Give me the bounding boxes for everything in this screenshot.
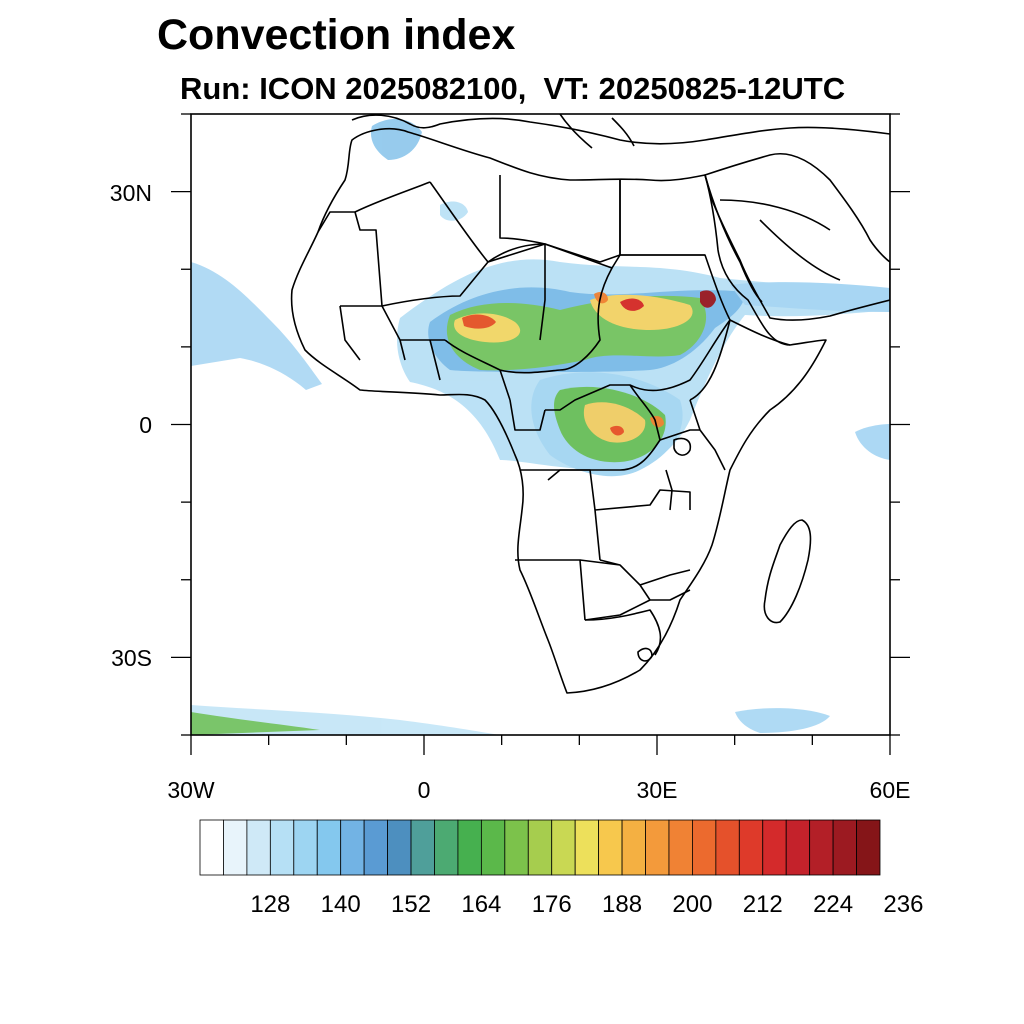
itcz-atlantic-band (191, 262, 322, 390)
arabia-band (730, 282, 890, 312)
lake-tanganyika (665, 469, 673, 511)
greece-coastline (611, 117, 635, 147)
map-subtitle: Run: ICON 2025082100, VT: 20250825-12UTC (180, 71, 846, 106)
colorbar-swatch (598, 819, 623, 876)
colorbar-swatch (457, 819, 482, 876)
colorbar-swatch (715, 819, 740, 876)
lat-label-0: 0 (139, 412, 152, 438)
colorbar-swatch (762, 819, 787, 876)
central-africa-yellow (583, 402, 646, 443)
border-egypt-sudan (619, 180, 705, 256)
sahara-patch (440, 201, 468, 221)
border-angola-drc (520, 469, 691, 561)
border-south-africa (584, 609, 662, 656)
border-west-africa (339, 305, 445, 381)
lon-label-30w: 30W (167, 777, 215, 803)
italy-coastline (559, 114, 593, 149)
colorbar-swatch (293, 819, 318, 876)
southern-ocean-band-east (735, 708, 830, 733)
border-mauritania (317, 211, 383, 307)
colorbar-tick-label: 224 (813, 891, 853, 918)
lon-label-30e: 30E (637, 777, 678, 803)
arabia-coastline (704, 153, 890, 321)
colorbar-swatch (480, 819, 506, 876)
country-borders (290, 114, 890, 694)
hotspot-sahel-west (462, 314, 496, 329)
colorbar-tick-label: 188 (602, 891, 642, 918)
hotspot-ethiopia (700, 290, 716, 308)
colorbar-swatch (504, 819, 529, 876)
border-arabia (719, 199, 841, 281)
colorbar-swatch (269, 819, 295, 876)
lake-victoria (673, 437, 692, 456)
colorbar-swatch (527, 819, 553, 876)
colorbar-swatch (246, 819, 271, 876)
border-southern (515, 559, 691, 621)
colorbar-swatch (410, 819, 435, 876)
colorbar-swatch (363, 819, 388, 876)
colorbar-tick-label: 140 (321, 891, 361, 918)
border-east-africa (659, 399, 726, 471)
colorbar-swatch (809, 819, 834, 876)
colorbar-swatch (223, 819, 248, 876)
lesotho (637, 647, 653, 662)
border-chad (544, 243, 613, 371)
colorbar-swatch (645, 819, 670, 876)
colorbar-swatch (668, 819, 693, 876)
colorbar-swatch (832, 819, 857, 876)
lat-label-30s: 30S (111, 645, 152, 671)
colorbar-swatch (434, 819, 459, 876)
colorbar-tick-label: 200 (672, 891, 712, 918)
lat-axis-labels: 30N 0 30S (110, 180, 152, 671)
colorbar-swatch (574, 819, 600, 876)
colorbar-tick-label: 176 (532, 891, 572, 918)
colorbar-tick-label: 236 (883, 891, 923, 918)
colorbar-swatch (692, 819, 717, 876)
border-morocco-algeria (354, 181, 431, 213)
europe-coastline (351, 114, 890, 145)
indian-ocean-patch (855, 424, 890, 460)
border-central-africa (509, 384, 661, 481)
hotspot-sudan (620, 298, 644, 311)
colorbar-tick-label: 128 (250, 891, 290, 918)
colorbar-swatch (785, 819, 811, 876)
border-mali-niger (381, 243, 546, 341)
lon-label-0: 0 (418, 777, 431, 803)
sahel-cluster-yellow-2 (590, 294, 693, 330)
border-ethiopia (689, 319, 791, 401)
colorbar: 128 140 152 164 176 188 200 212 224 236 (199, 819, 923, 918)
colorbar-swatch (738, 819, 764, 876)
colorbar-swatch (856, 819, 881, 876)
colorbar-swatch (621, 819, 646, 876)
colorbar-tick-label: 212 (743, 891, 783, 918)
colorbar-tick-label: 152 (391, 891, 431, 918)
southern-ocean-band-west-green (191, 712, 320, 735)
border-nigeria (444, 339, 561, 401)
colorbar-swatch (316, 819, 342, 876)
africa-coastline (290, 128, 827, 694)
border-libya (499, 175, 621, 263)
border-sudan (611, 254, 731, 392)
colorbar-swatch (551, 819, 576, 876)
map-frame (171, 113, 910, 755)
madagascar-coastline (763, 519, 812, 624)
colorbar-swatch (340, 819, 365, 876)
colorbar-swatch (199, 819, 224, 876)
iberia-patch (370, 118, 422, 160)
map-title: Convection index (157, 11, 516, 59)
lon-label-60e: 60E (870, 777, 911, 803)
red-sea (704, 174, 763, 303)
colorbar-tick-label: 164 (461, 891, 501, 918)
colorbar-swatch (387, 819, 412, 876)
lat-label-30n: 30N (110, 180, 152, 206)
lon-axis-labels: 30W 0 30E 60E (167, 777, 910, 803)
hotspot-central-africa (610, 425, 624, 436)
